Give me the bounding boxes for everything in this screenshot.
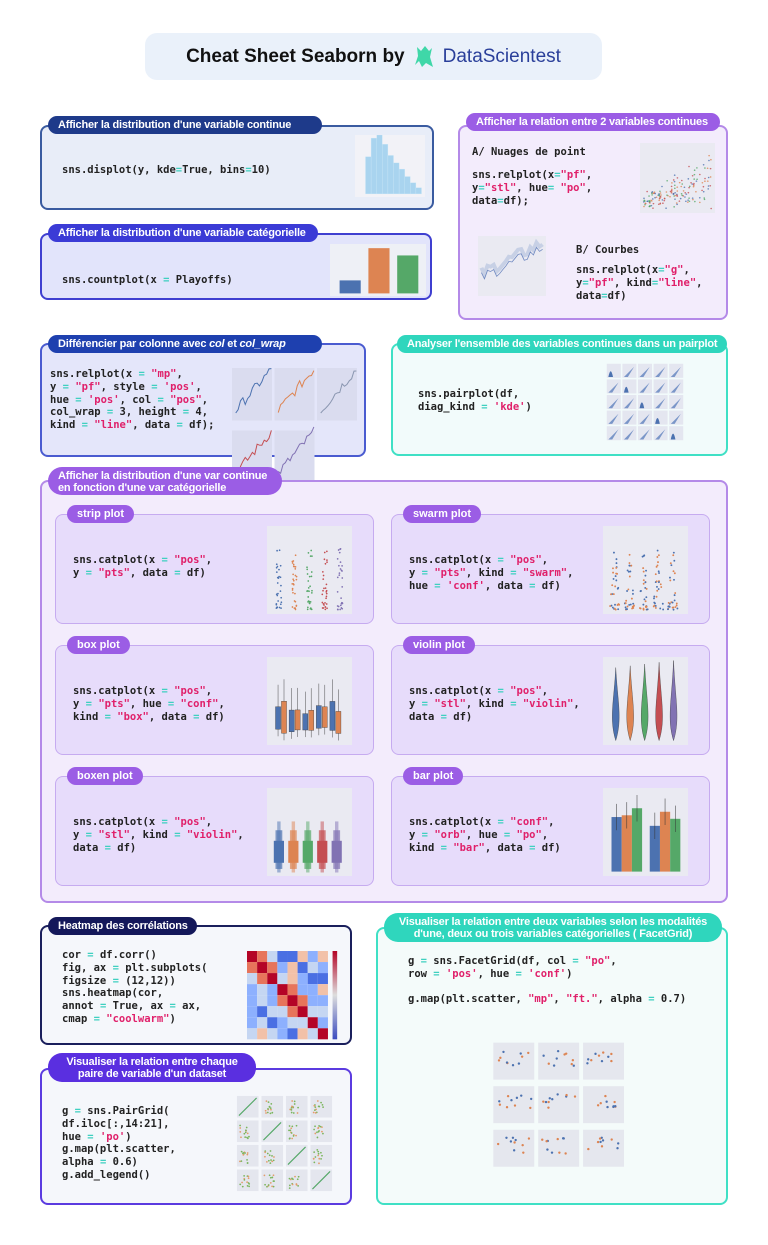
section-title: Visualiser la relation entre chaque pair… [48,1053,256,1082]
strip-plot-thumbnail [267,526,352,614]
section-title: Visualiser la relation entre deux variab… [384,913,722,942]
code-block: sns.countplot(x = Playoffs) [62,274,233,286]
section-title: Afficher la relation entre 2 variables c… [466,113,720,131]
subtitle-scatter: A/ Nuages de point [472,146,586,158]
catplot-label: boxen plot [67,767,143,785]
pairgrid-thumbnail [236,1095,334,1192]
section-title: Afficher la distribution d'une variable … [48,116,322,134]
datascientest-logo-icon [414,45,433,67]
code-block: sns.catplot(x = "pos", y = "pts", hue = … [73,685,225,723]
boxen-plot-thumbnail [267,788,352,876]
code-block: sns.displot(y, kde=True, bins=10) [62,164,271,176]
code-block: sns.catplot(x = "pos", y = "stl", kind =… [409,685,580,723]
brand-name: DataScientest [442,45,561,67]
catplot-label: box plot [67,636,130,654]
facetgrid-thumbnail [492,1040,624,1188]
catplot-label: strip plot [67,505,135,523]
box-plot-thumbnail [267,657,352,745]
countplot-thumbnail [330,244,426,296]
code-block: sns.catplot(x = "pos", y = "pts", kind =… [409,554,574,592]
code-block: g = sns.FacetGrid(df, col = "po", row = … [408,955,687,1006]
code-block: sns.relplot(x="g", y="pf", kind="line", … [576,264,703,302]
code-block: sns.catplot(x = "conf", y = "orb", hue =… [409,816,561,854]
code-block: sns.relplot(x = "mp", y = "pf", style = … [50,368,215,432]
page-title: Cheat Sheet Seaborn by [186,45,405,67]
section-title: Afficher la distribution d'une var conti… [48,467,282,495]
code-block: cor = df.corr() fig, ax = plt.subplots( … [62,949,208,1025]
section-title: Différencier par colonne avec col et col… [48,335,322,353]
catplot-label: swarm plot [403,505,482,523]
scatter-thumbnail [640,143,715,213]
section-title: Analyser l'ensemble des variables contin… [397,335,727,353]
heatmap-thumbnail [247,951,339,1040]
code-block: g = sns.PairGrid( df.iloc[:,14:21], hue … [62,1105,176,1181]
violin-plot-thumbnail [603,657,688,745]
code-block: sns.relplot(x="pf", y="stl", hue= "po", … [472,169,593,207]
section-title: Afficher la distribution d'une variable … [48,224,318,242]
catplot-label: bar plot [403,767,464,785]
relplot-grid-thumbnail [232,363,357,483]
bar-plot-thumbnail [603,788,688,876]
code-block: sns.pairplot(df, diag_kind = 'kde') [418,388,532,413]
lineplot-thumbnail [478,236,546,296]
page-header: Cheat Sheet Seaborn by DataScientest [145,33,602,80]
pairplot-thumbnail [606,363,684,446]
code-block: sns.catplot(x = "pos", y = "stl", kind =… [73,816,244,854]
catplot-label: violin plot [403,636,475,654]
swarm-plot-thumbnail [603,526,688,614]
code-block: sns.catplot(x = "pos", y = "pts", data =… [73,554,213,579]
subtitle-curves: B/ Courbes [576,244,640,256]
histogram-thumbnail [355,135,425,197]
section-title: Heatmap des corrélations [48,917,197,935]
